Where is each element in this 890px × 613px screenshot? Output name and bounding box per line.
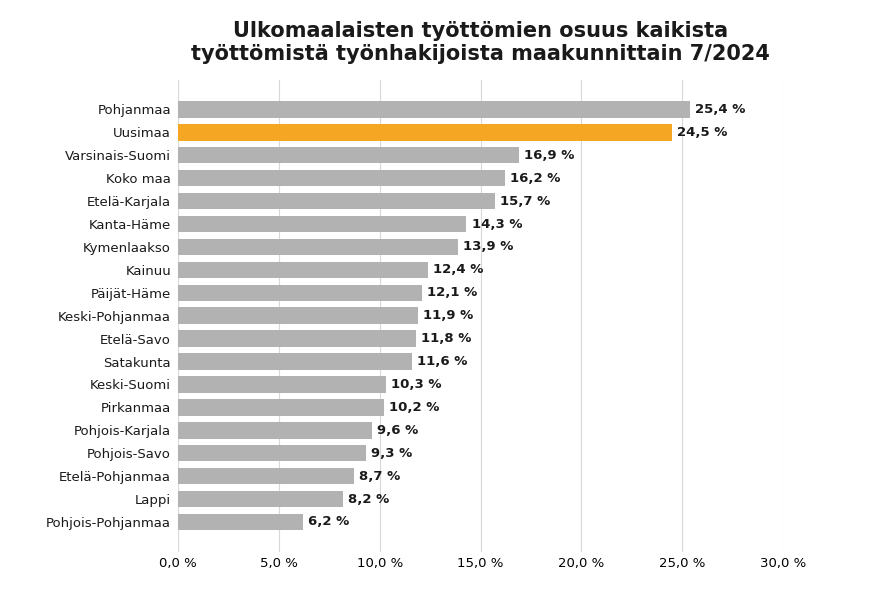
Bar [178,284,422,301]
Text: 15,7 %: 15,7 % [500,194,550,208]
Text: 12,4 %: 12,4 % [433,264,483,276]
Bar [178,170,505,186]
Bar [178,147,519,164]
Text: 10,2 %: 10,2 % [389,401,439,414]
Bar [178,376,385,393]
Bar [178,468,353,484]
Text: 11,6 %: 11,6 % [417,355,467,368]
Text: 16,2 %: 16,2 % [510,172,560,185]
Bar [178,193,495,209]
Bar [178,514,303,530]
Bar [178,308,418,324]
Text: 14,3 %: 14,3 % [472,218,522,230]
Text: 11,9 %: 11,9 % [423,309,473,322]
Bar [178,399,384,416]
Text: 8,7 %: 8,7 % [359,470,400,482]
Text: 13,9 %: 13,9 % [464,240,514,253]
Text: 25,4 %: 25,4 % [695,103,746,116]
Bar [178,262,428,278]
Text: 10,3 %: 10,3 % [391,378,441,391]
Text: 24,5 %: 24,5 % [677,126,728,139]
Text: 9,6 %: 9,6 % [376,424,418,437]
Text: 12,1 %: 12,1 % [427,286,477,299]
Bar [178,330,416,347]
Bar [178,422,372,438]
Bar [178,353,412,370]
Text: 8,2 %: 8,2 % [349,493,390,506]
Text: 6,2 %: 6,2 % [308,516,350,528]
Title: Ulkomaalaisten työttömien osuus kaikista
työttömistä työnhakijoista maakunnittai: Ulkomaalaisten työttömien osuus kaikista… [191,21,770,64]
Bar [178,445,366,462]
Text: 16,9 %: 16,9 % [524,149,574,162]
Bar [178,101,691,118]
Bar [178,124,672,140]
Bar [178,216,466,232]
Bar [178,491,344,508]
Bar [178,238,458,255]
Text: 9,3 %: 9,3 % [370,447,412,460]
Text: 11,8 %: 11,8 % [421,332,472,345]
